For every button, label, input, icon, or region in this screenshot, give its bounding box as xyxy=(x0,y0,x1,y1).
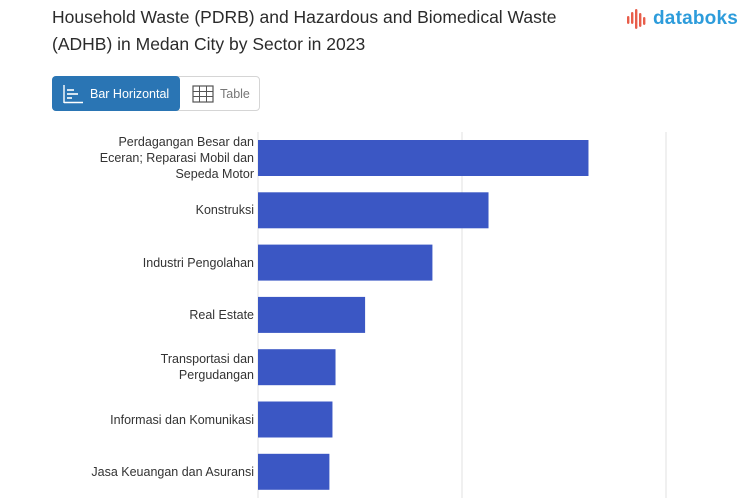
bar-horizontal-label: Bar Horizontal xyxy=(90,86,170,101)
category-label: Perdagangan Besar dan Eceran; Reparasi M… xyxy=(99,135,254,181)
table-grid-icon xyxy=(192,84,214,103)
logo-bars-icon xyxy=(627,9,646,29)
category-label: Transportasi dan Pergudangan xyxy=(160,352,254,383)
category-label: Konstruksi xyxy=(195,203,254,218)
view-toggle: Bar Horizontal Table xyxy=(52,76,260,111)
bar-chart: Perdagangan Besar dan Eceran; Reparasi M… xyxy=(0,128,753,498)
bar-chart-icon xyxy=(63,84,83,103)
logo-text: databoks xyxy=(653,8,739,29)
category-label: Industri Pengolahan xyxy=(142,255,254,270)
bar[interactable] xyxy=(258,140,589,176)
databoks-logo: databoks xyxy=(626,6,738,32)
bar[interactable] xyxy=(258,349,336,386)
category-label: Jasa Keuangan dan Asuransi xyxy=(91,464,254,479)
category-label: Informasi dan Komunikasi xyxy=(110,412,254,427)
table-label: Table xyxy=(220,86,250,101)
bar-horizontal-button[interactable]: Bar Horizontal xyxy=(52,76,180,111)
bar-chart-plot xyxy=(257,132,667,498)
bar[interactable] xyxy=(258,244,433,281)
chart-title: Household Waste (PDRB) and Hazardous and… xyxy=(52,7,557,54)
table-button[interactable]: Table xyxy=(180,77,259,110)
category-label: Real Estate xyxy=(189,307,254,322)
bar[interactable] xyxy=(258,453,330,490)
bar[interactable] xyxy=(258,296,366,333)
bar[interactable] xyxy=(258,401,333,438)
bar[interactable] xyxy=(258,192,489,229)
